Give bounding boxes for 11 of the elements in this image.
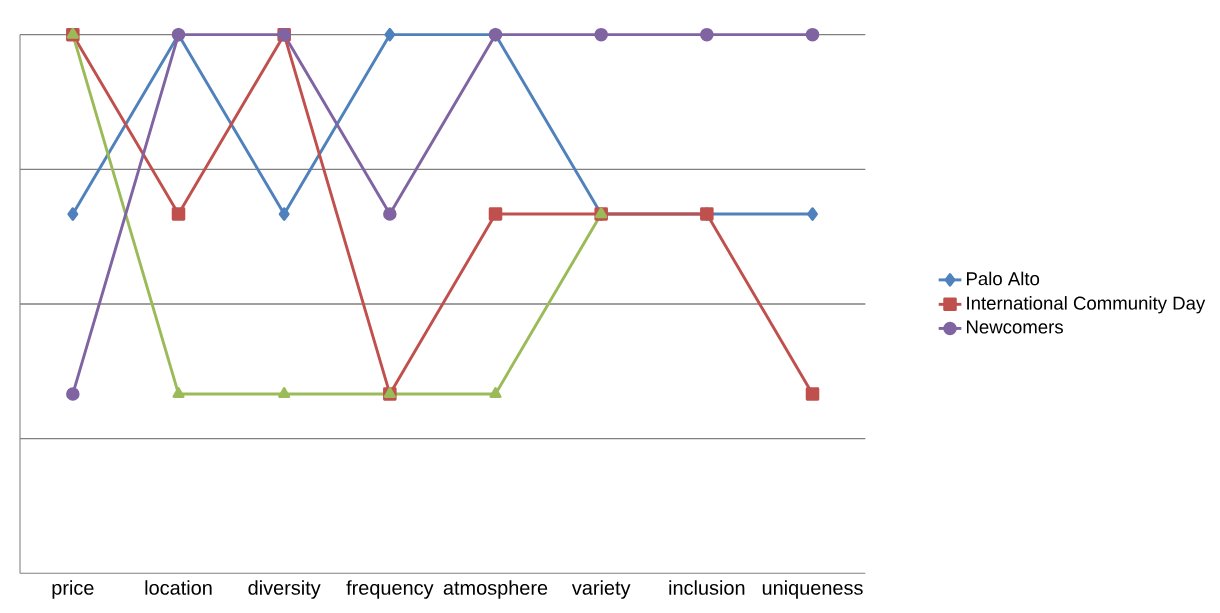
- legend-label: Palo Alto: [967, 271, 1040, 286]
- legend-label: International Community Day: [967, 295, 1206, 314]
- x-tick-label: diversity: [248, 580, 321, 599]
- x-tick-label: price: [52, 580, 94, 599]
- x-tick-label: variety: [571, 580, 631, 599]
- x-tick-label: frequency: [346, 580, 434, 599]
- x-tick-label: location: [145, 580, 212, 595]
- x-tick-label: atmosphere: [443, 580, 548, 599]
- legend-label: Newcomers: [967, 320, 1063, 334]
- x-tick-label: uniqueness: [762, 580, 863, 599]
- x-tick-label: inclusion: [669, 580, 745, 595]
